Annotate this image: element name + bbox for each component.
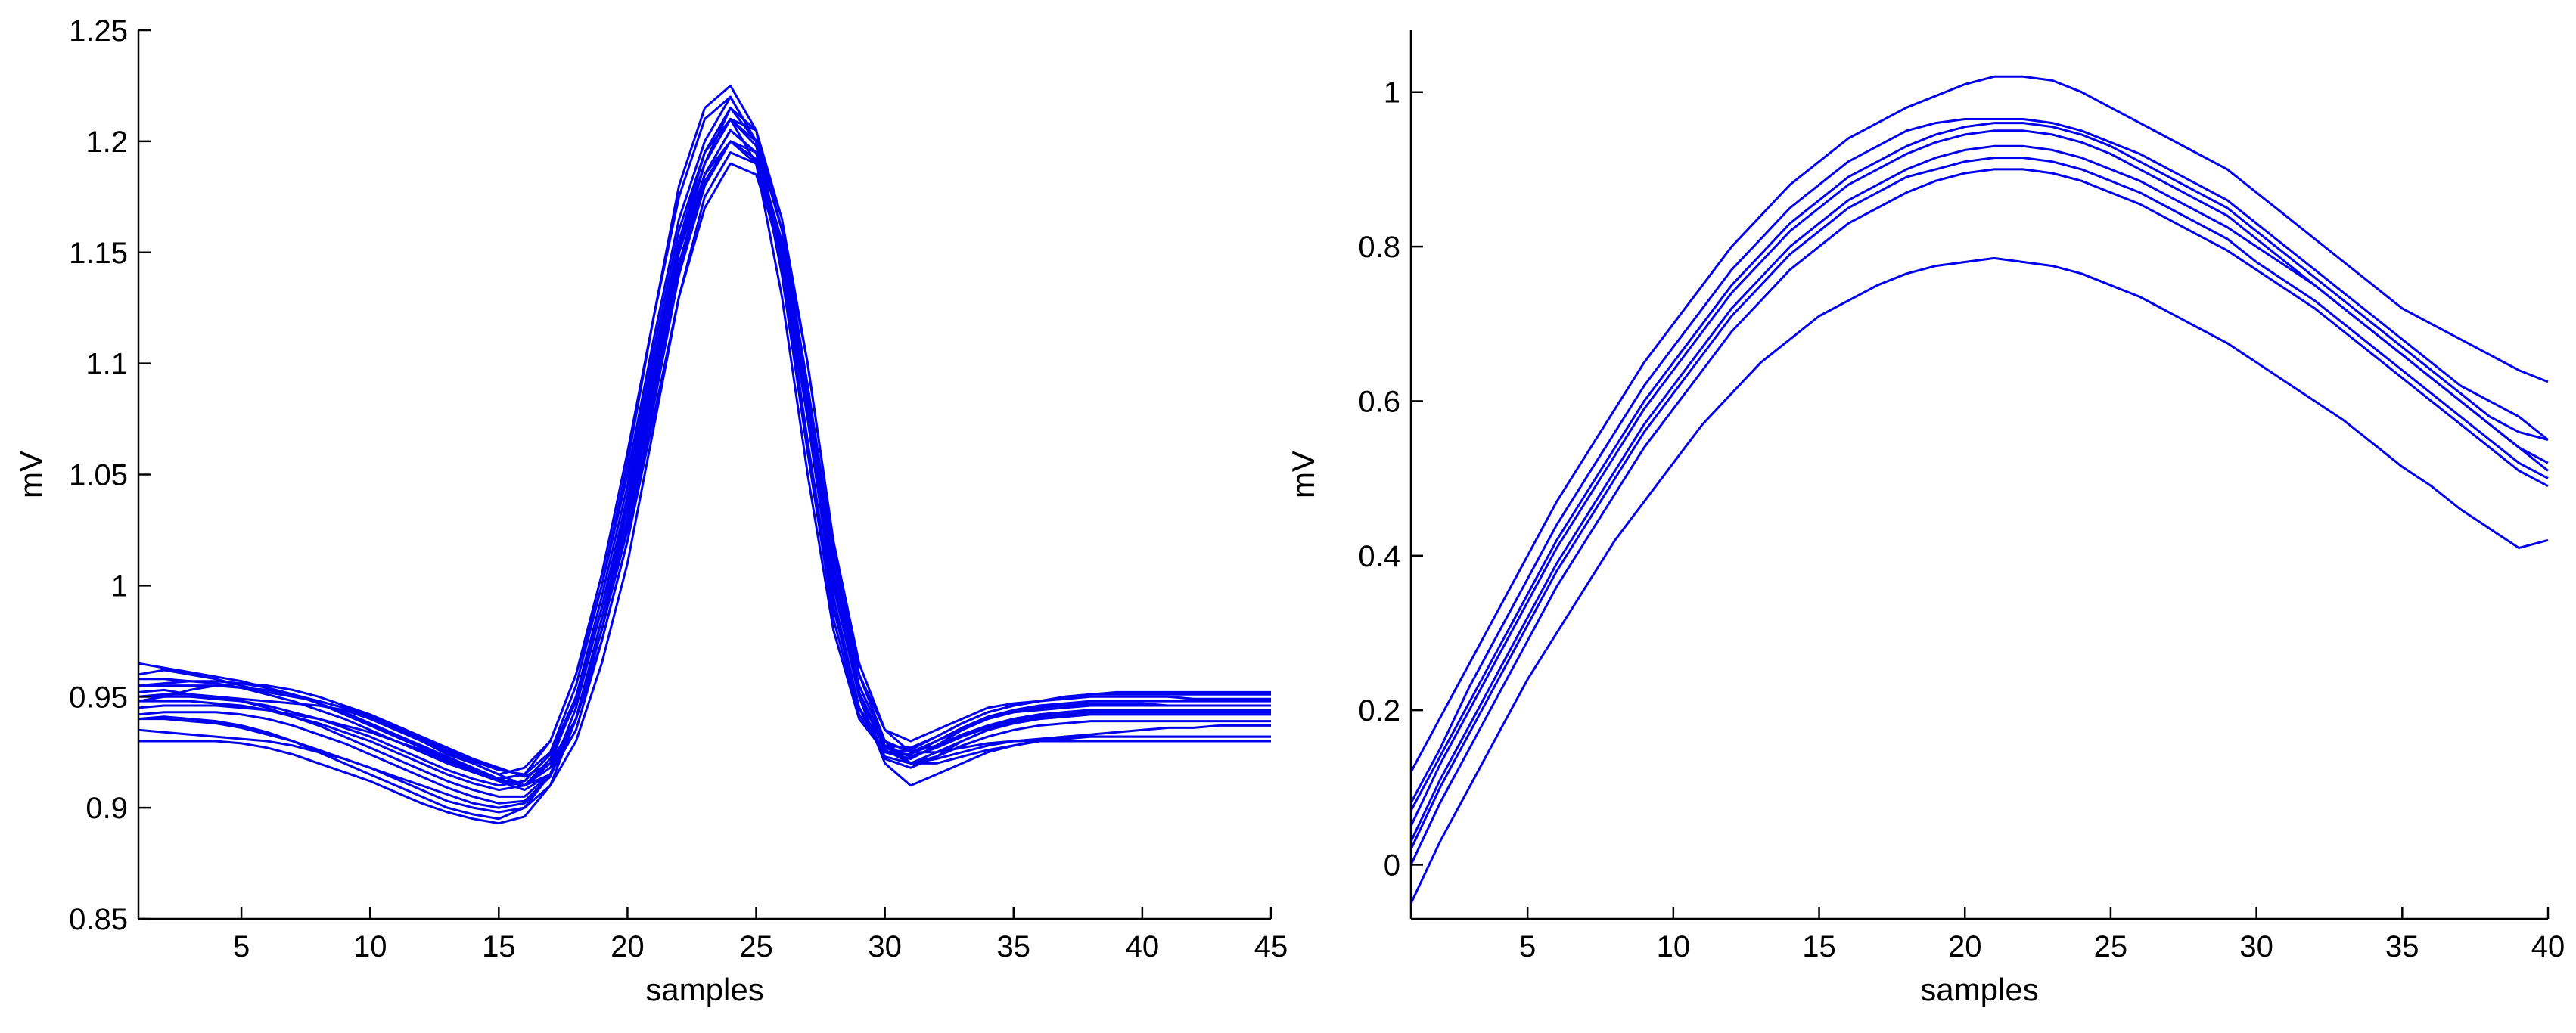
x-tick-label: 35: [997, 930, 1031, 963]
series-line-15: [138, 140, 1271, 805]
y-tick-label: 1.2: [85, 126, 128, 159]
y-tick-label: 0.4: [1358, 540, 1400, 573]
series-line-16: [138, 118, 1271, 787]
x-tick-label: 15: [482, 930, 516, 963]
y-tick-label: 1: [111, 569, 128, 603]
series-line-13: [138, 107, 1271, 792]
y-tick-label: 1.05: [69, 459, 128, 492]
y-tick-label: 0.9: [85, 792, 128, 825]
y-tick-label: 1.15: [69, 237, 128, 270]
series-line-1: [1409, 75, 2549, 773]
x-tick-label: 25: [2094, 930, 2128, 963]
x-axis-label: samples: [645, 972, 763, 1007]
series-line-6: [1409, 122, 2549, 811]
y-tick-label: 0.95: [69, 681, 128, 714]
x-tick-label: 10: [1657, 930, 1691, 963]
y-tick-label: 0: [1384, 848, 1400, 882]
x-tick-label: 45: [1254, 930, 1288, 963]
x-tick-label: 30: [868, 930, 902, 963]
x-tick-label: 5: [1519, 930, 1536, 963]
x-tick-label: 40: [2531, 930, 2565, 963]
y-tick-label: 0.6: [1358, 385, 1400, 418]
x-tick-label: 15: [1802, 930, 1836, 963]
series-line-2: [1409, 118, 2549, 804]
x-tick-label: 35: [2385, 930, 2419, 963]
y-tick-label: 1.1: [85, 348, 128, 381]
series-line-3: [138, 151, 1271, 821]
series-line-3: [1409, 129, 2549, 827]
y-tick-label: 0.8: [1358, 231, 1400, 264]
series-line-5: [1409, 256, 2549, 904]
series-line-7: [1409, 168, 2549, 866]
series-line-8: [138, 129, 1271, 792]
x-tick-label: 5: [233, 930, 250, 963]
x-axis-label: samples: [1920, 972, 2038, 1007]
x-tick-label: 20: [611, 930, 645, 963]
series-line-6: [138, 118, 1271, 787]
y-tick-label: 1: [1384, 76, 1400, 110]
series-line-14: [138, 95, 1271, 780]
y-tick-label: 0.2: [1358, 694, 1400, 727]
series-line-1: [138, 129, 1271, 787]
x-tick-label: 30: [2239, 930, 2273, 963]
y-axis-label: mV: [1285, 451, 1321, 498]
series-line-5: [138, 118, 1271, 814]
x-tick-label: 25: [739, 930, 773, 963]
y-tick-label: 0.85: [69, 903, 128, 936]
y-axis-label: mV: [13, 451, 48, 498]
x-tick-label: 20: [1948, 930, 1982, 963]
left-chart-panel: 0.85 0.9 0.95 1 1.05 1.1 1.15 1.2 1.25 5 10 15 20 25 3…: [13, 14, 1288, 1007]
x-tick-label: 40: [1126, 930, 1160, 963]
series-line-7: [138, 140, 1271, 787]
series-line-4: [1409, 157, 2549, 850]
series-line-4: [138, 95, 1271, 776]
x-tick-label: 10: [353, 930, 387, 963]
series-line-11: [138, 84, 1271, 776]
series-line-12: [138, 162, 1271, 809]
series-line-8: [1409, 144, 2549, 842]
y-tick-label: 1.25: [69, 14, 128, 48]
